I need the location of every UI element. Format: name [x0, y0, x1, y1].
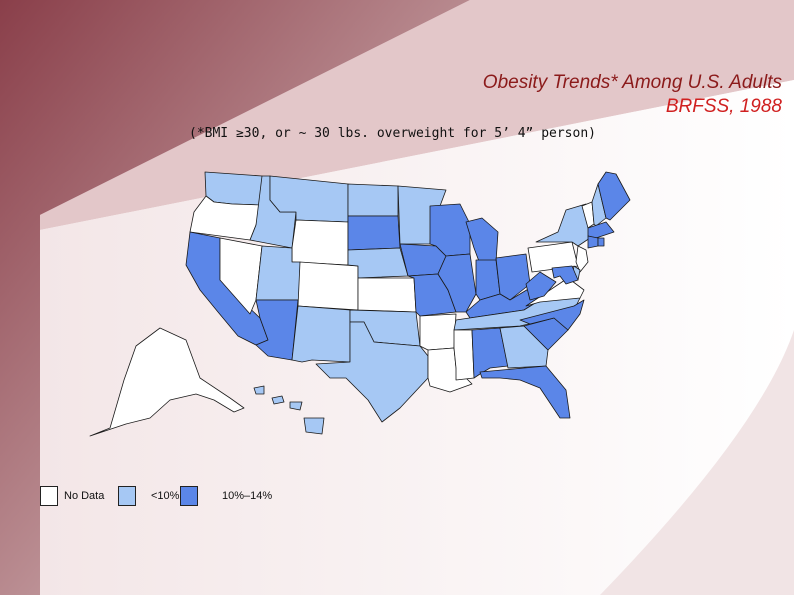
bottom-right-swoosh — [600, 330, 794, 595]
top-band — [40, 0, 794, 230]
state-nh — [591, 183, 607, 227]
chart-title: Obesity Trends* Among U.S. Adults — [482, 72, 782, 93]
state-sd — [347, 215, 401, 251]
state-az — [255, 299, 299, 361]
state-nm — [291, 305, 351, 363]
chart-subtitle: BRFSS, 1988 — [665, 96, 782, 117]
state-ga — [499, 325, 549, 369]
legend-swatch-no-data — [40, 486, 58, 506]
left-maroon-band — [0, 0, 470, 595]
state-ny — [535, 203, 591, 247]
legend-swatch-10-14 — [180, 486, 198, 506]
state-me — [597, 171, 631, 221]
state-hi — [253, 385, 325, 435]
legend-label-lt10: <10% — [151, 490, 180, 502]
state-md — [551, 265, 579, 285]
state-in — [475, 259, 501, 301]
footnote: (*BMI ≥30, or ~ 30 lbs. overweight for 5… — [189, 126, 596, 141]
state-nj — [575, 245, 589, 273]
state-il — [437, 253, 477, 313]
state-nc — [519, 299, 585, 331]
state-nv — [219, 237, 263, 315]
state-tx — [315, 321, 429, 423]
state-va — [525, 277, 585, 307]
state-oh — [495, 253, 531, 301]
state-nd — [347, 183, 399, 217]
state-ri — [597, 237, 605, 247]
legend-label-10-14: 10%–14% — [222, 490, 273, 502]
state-wy — [291, 219, 349, 266]
state-wa — [204, 171, 263, 206]
state-wv — [525, 271, 557, 301]
state-ar — [419, 313, 457, 351]
state-co — [297, 261, 359, 311]
state-ma — [587, 221, 615, 239]
legend-label-no-data: No Data — [64, 490, 105, 502]
state-ms — [453, 329, 475, 381]
state-fl — [479, 365, 571, 419]
legend-swatch-lt10 — [118, 486, 136, 506]
state-ak — [89, 327, 245, 437]
state-ct — [587, 235, 599, 249]
state-ks — [357, 277, 417, 313]
